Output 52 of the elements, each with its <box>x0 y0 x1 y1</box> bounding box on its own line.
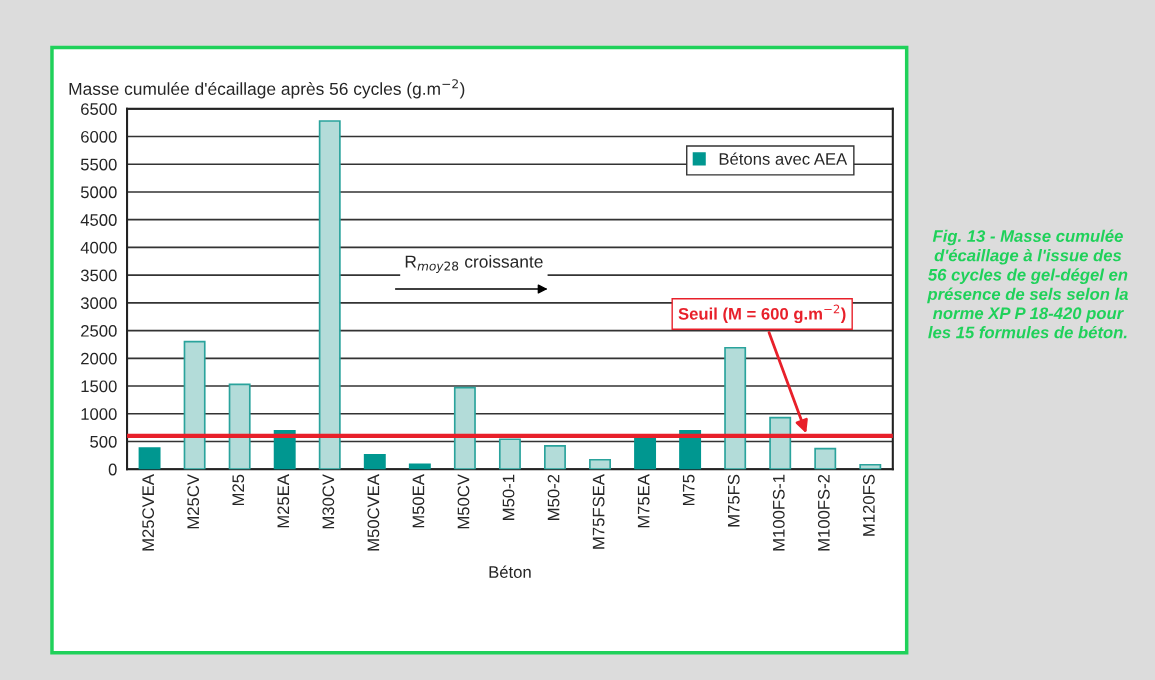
y-tick-label: 1500 <box>81 380 117 393</box>
bar <box>769 416 792 470</box>
y-tick-label: 3000 <box>80 297 117 310</box>
bar <box>228 383 251 470</box>
x-tick-label: M25EA <box>277 474 290 528</box>
y-tick-label: 5500 <box>80 158 117 171</box>
x-tick-label: M75EA <box>637 474 650 528</box>
bar <box>183 340 206 470</box>
ref-line-label: Seuil (M = 600 g.m$^{−2}$) <box>678 304 846 324</box>
x-tick-label: M30CV <box>322 474 335 529</box>
y-tick-label: 2500 <box>81 324 117 337</box>
bar <box>814 447 837 470</box>
y-axis-title: Masse cumulée d'écaillage après 56 cycles (g.m$^{−2}$) <box>69 79 465 99</box>
y-tick-label: 500 <box>90 435 117 448</box>
x-tick-label: M50EA <box>412 474 425 528</box>
bar <box>634 435 657 470</box>
x-tick-label: M25CV <box>187 474 200 529</box>
x-tick-label: M100FS-1 <box>772 474 785 551</box>
y-tick-label: 6000 <box>81 130 117 143</box>
y-tick-label: 0 <box>108 463 117 476</box>
y-tick-label: 3500 <box>80 269 117 282</box>
annotation: R$_{moy28}$ croissante <box>405 255 543 273</box>
x-tick-label: M50-1 <box>502 474 515 520</box>
bar <box>859 463 882 470</box>
x-tick-label: M75FS <box>727 474 740 527</box>
x-tick-label: M75 <box>682 474 695 506</box>
y-tick-label: 1000 <box>81 408 117 420</box>
bar <box>408 463 431 470</box>
x-tick-label: M75FSEA <box>592 474 605 549</box>
x-tick-label: M25 <box>232 474 245 506</box>
y-tick-label: 4000 <box>80 241 117 254</box>
bar <box>544 445 566 470</box>
bar <box>138 447 161 470</box>
bar <box>453 386 476 470</box>
x-tick-label: M25CVEA <box>142 474 155 551</box>
bar <box>589 458 611 470</box>
y-tick-label: 5000 <box>80 186 117 199</box>
x-tick-label: M100FS-2 <box>817 474 830 551</box>
x-tick-label: M50CVEA <box>367 474 380 551</box>
bar <box>498 438 521 470</box>
x-tick-label: M50-2 <box>547 474 560 520</box>
y-tick-label: 6500 <box>81 103 117 115</box>
bar <box>363 453 386 470</box>
x-tick-label: M50CV <box>457 474 470 529</box>
y-tick-label: 4500 <box>80 214 117 226</box>
y-tick-label: 2000 <box>81 352 117 365</box>
legend-label: Bétons avec AEA <box>719 152 848 165</box>
bar <box>724 346 747 470</box>
caption: Fig. 13 - Masse cumulée d'écaillage à l'issue des 56 cycles de gel-dégel en présence de sels selon la norme XP P 18-420 pour les 15 formules de béton. <box>927 229 1128 339</box>
bar <box>318 120 341 470</box>
x-axis-title: Béton <box>489 565 531 578</box>
x-tick-label: M120FS <box>862 474 875 536</box>
